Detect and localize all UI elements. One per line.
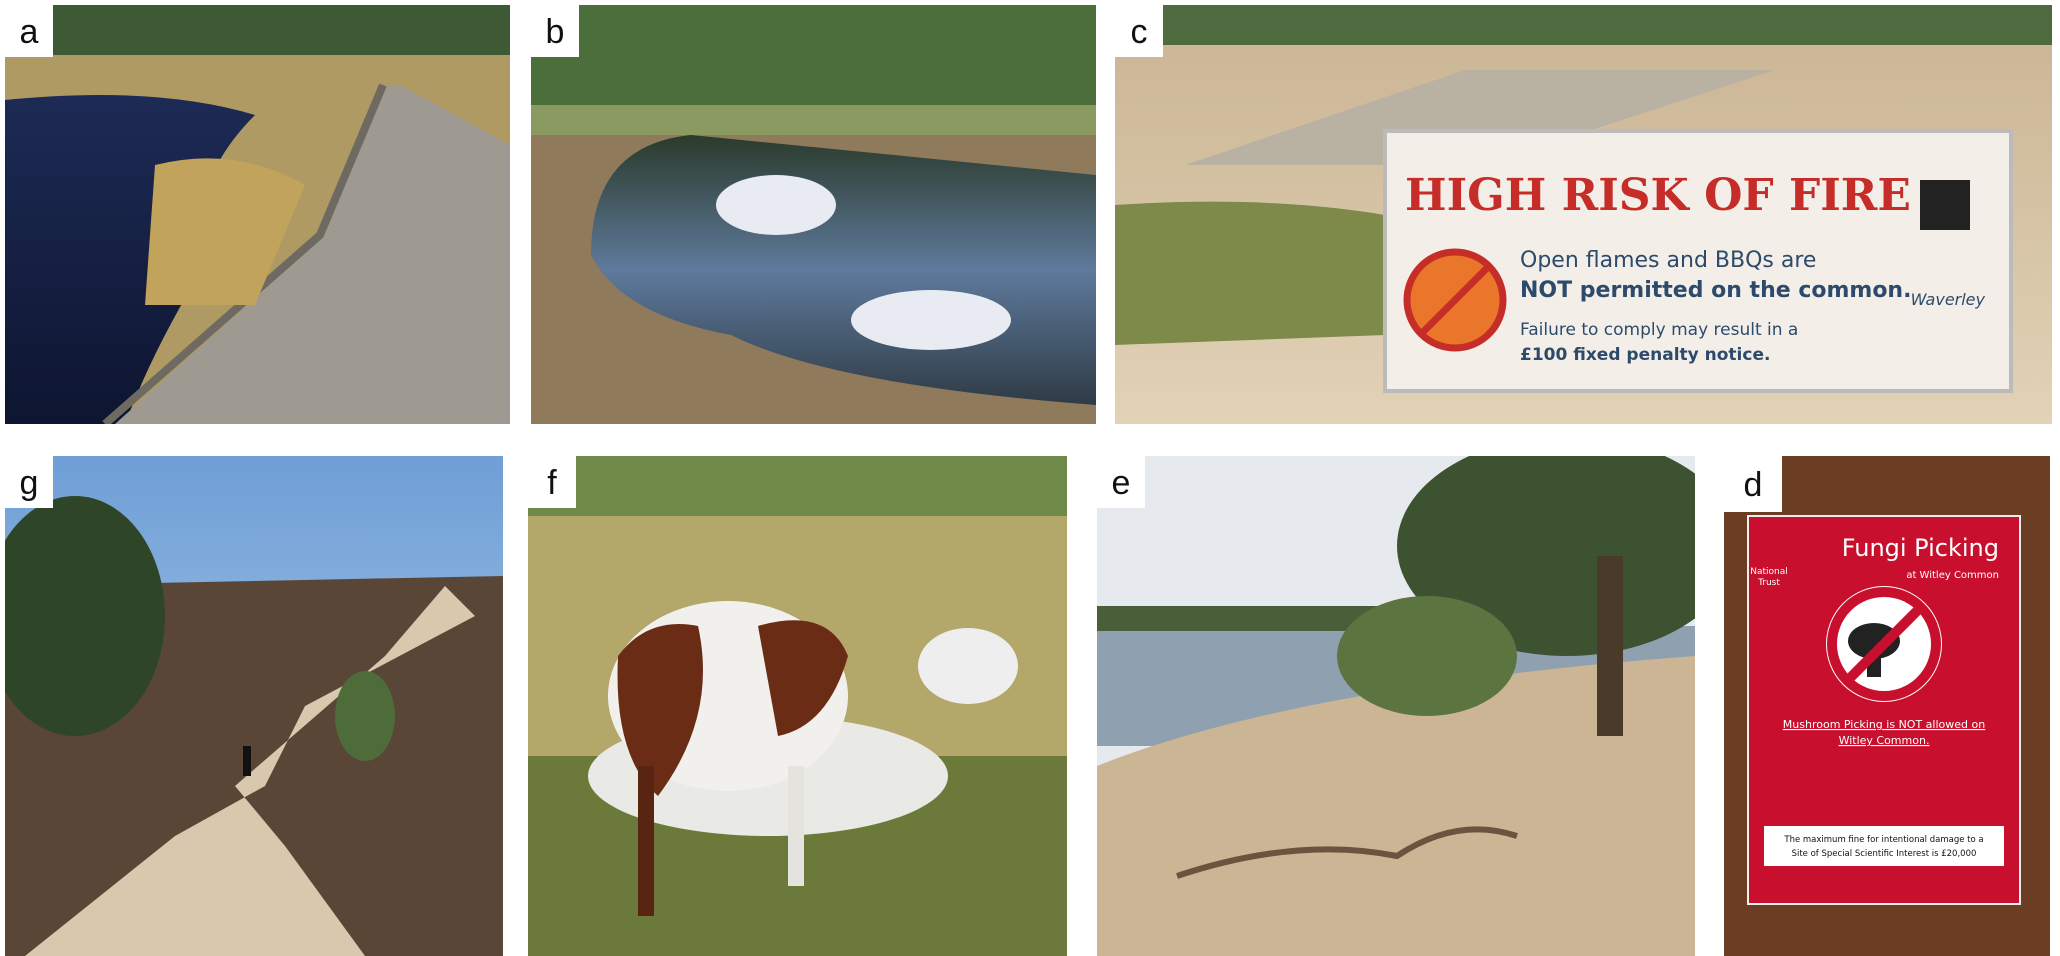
bush [335, 671, 395, 761]
sign-notice: Failure to comply may result in a [1520, 320, 1798, 340]
panel-label: e [1112, 464, 1131, 502]
photo-g [0, 456, 503, 956]
sign-brand: Waverley [1911, 290, 1986, 309]
cloud-reflection [851, 290, 1011, 350]
photo-a [5, 5, 510, 424]
photo-e [1097, 436, 1737, 956]
photo-d: National Trust Fungi Picking at Witley C… [1724, 456, 2050, 956]
cow-leg [788, 766, 804, 886]
bank [531, 105, 1096, 135]
sign-fine: The maximum fine for intentional damage … [1783, 835, 1983, 845]
sign-text: Open flames and BBQs are [1520, 248, 1816, 273]
sign-text: NOT permitted on the common. [1520, 278, 1911, 303]
sign-warning: Mushroom Picking is NOT allowed on [1783, 718, 1985, 731]
sign-logo: National [1750, 567, 1788, 577]
panel-label: c [1131, 13, 1148, 51]
trees [1115, 5, 2052, 45]
panel-label: g [20, 464, 39, 502]
cow-head [918, 628, 1018, 704]
body: a b HIGH RISK OF FIRE Open flames and BB… [0, 0, 2060, 956]
fine-box [1764, 826, 2004, 866]
sign-title: HIGH RISK OF FIRE [1405, 170, 1911, 221]
sign-fine: Site of Special Scientific Interest is £… [1792, 849, 1977, 859]
panel-label: b [546, 13, 565, 51]
sign-notice: £100 fixed penalty notice. [1520, 345, 1770, 365]
grass [1115, 202, 1385, 345]
photo-c: HIGH RISK OF FIRE Open flames and BBQs a… [1115, 5, 2052, 424]
trees [5, 5, 510, 55]
cow-leg [638, 766, 654, 916]
panel-label: f [547, 464, 557, 502]
walker [243, 746, 251, 776]
bush [1337, 596, 1517, 716]
panel-label: d [1744, 466, 1763, 504]
sign-title: Fungi Picking [1842, 534, 1999, 562]
cloud-reflection [716, 175, 836, 235]
trees [528, 456, 1067, 516]
collage: a b HIGH RISK OF FIRE Open flames and BB… [0, 0, 2060, 956]
qr-code [1920, 180, 1970, 230]
trunk [1597, 556, 1623, 736]
sign-logo: Trust [1757, 578, 1780, 588]
photo-f [528, 456, 1067, 956]
page: Photo collage {"panels": [ {"label": "a"… [0, 0, 2060, 956]
trees [531, 5, 1096, 105]
sign-subtitle: at Witley Common [1906, 570, 1999, 581]
panel-label: a [20, 13, 39, 51]
photo-b [531, 5, 1096, 424]
sign-warning: Witley Common. [1839, 734, 1930, 747]
